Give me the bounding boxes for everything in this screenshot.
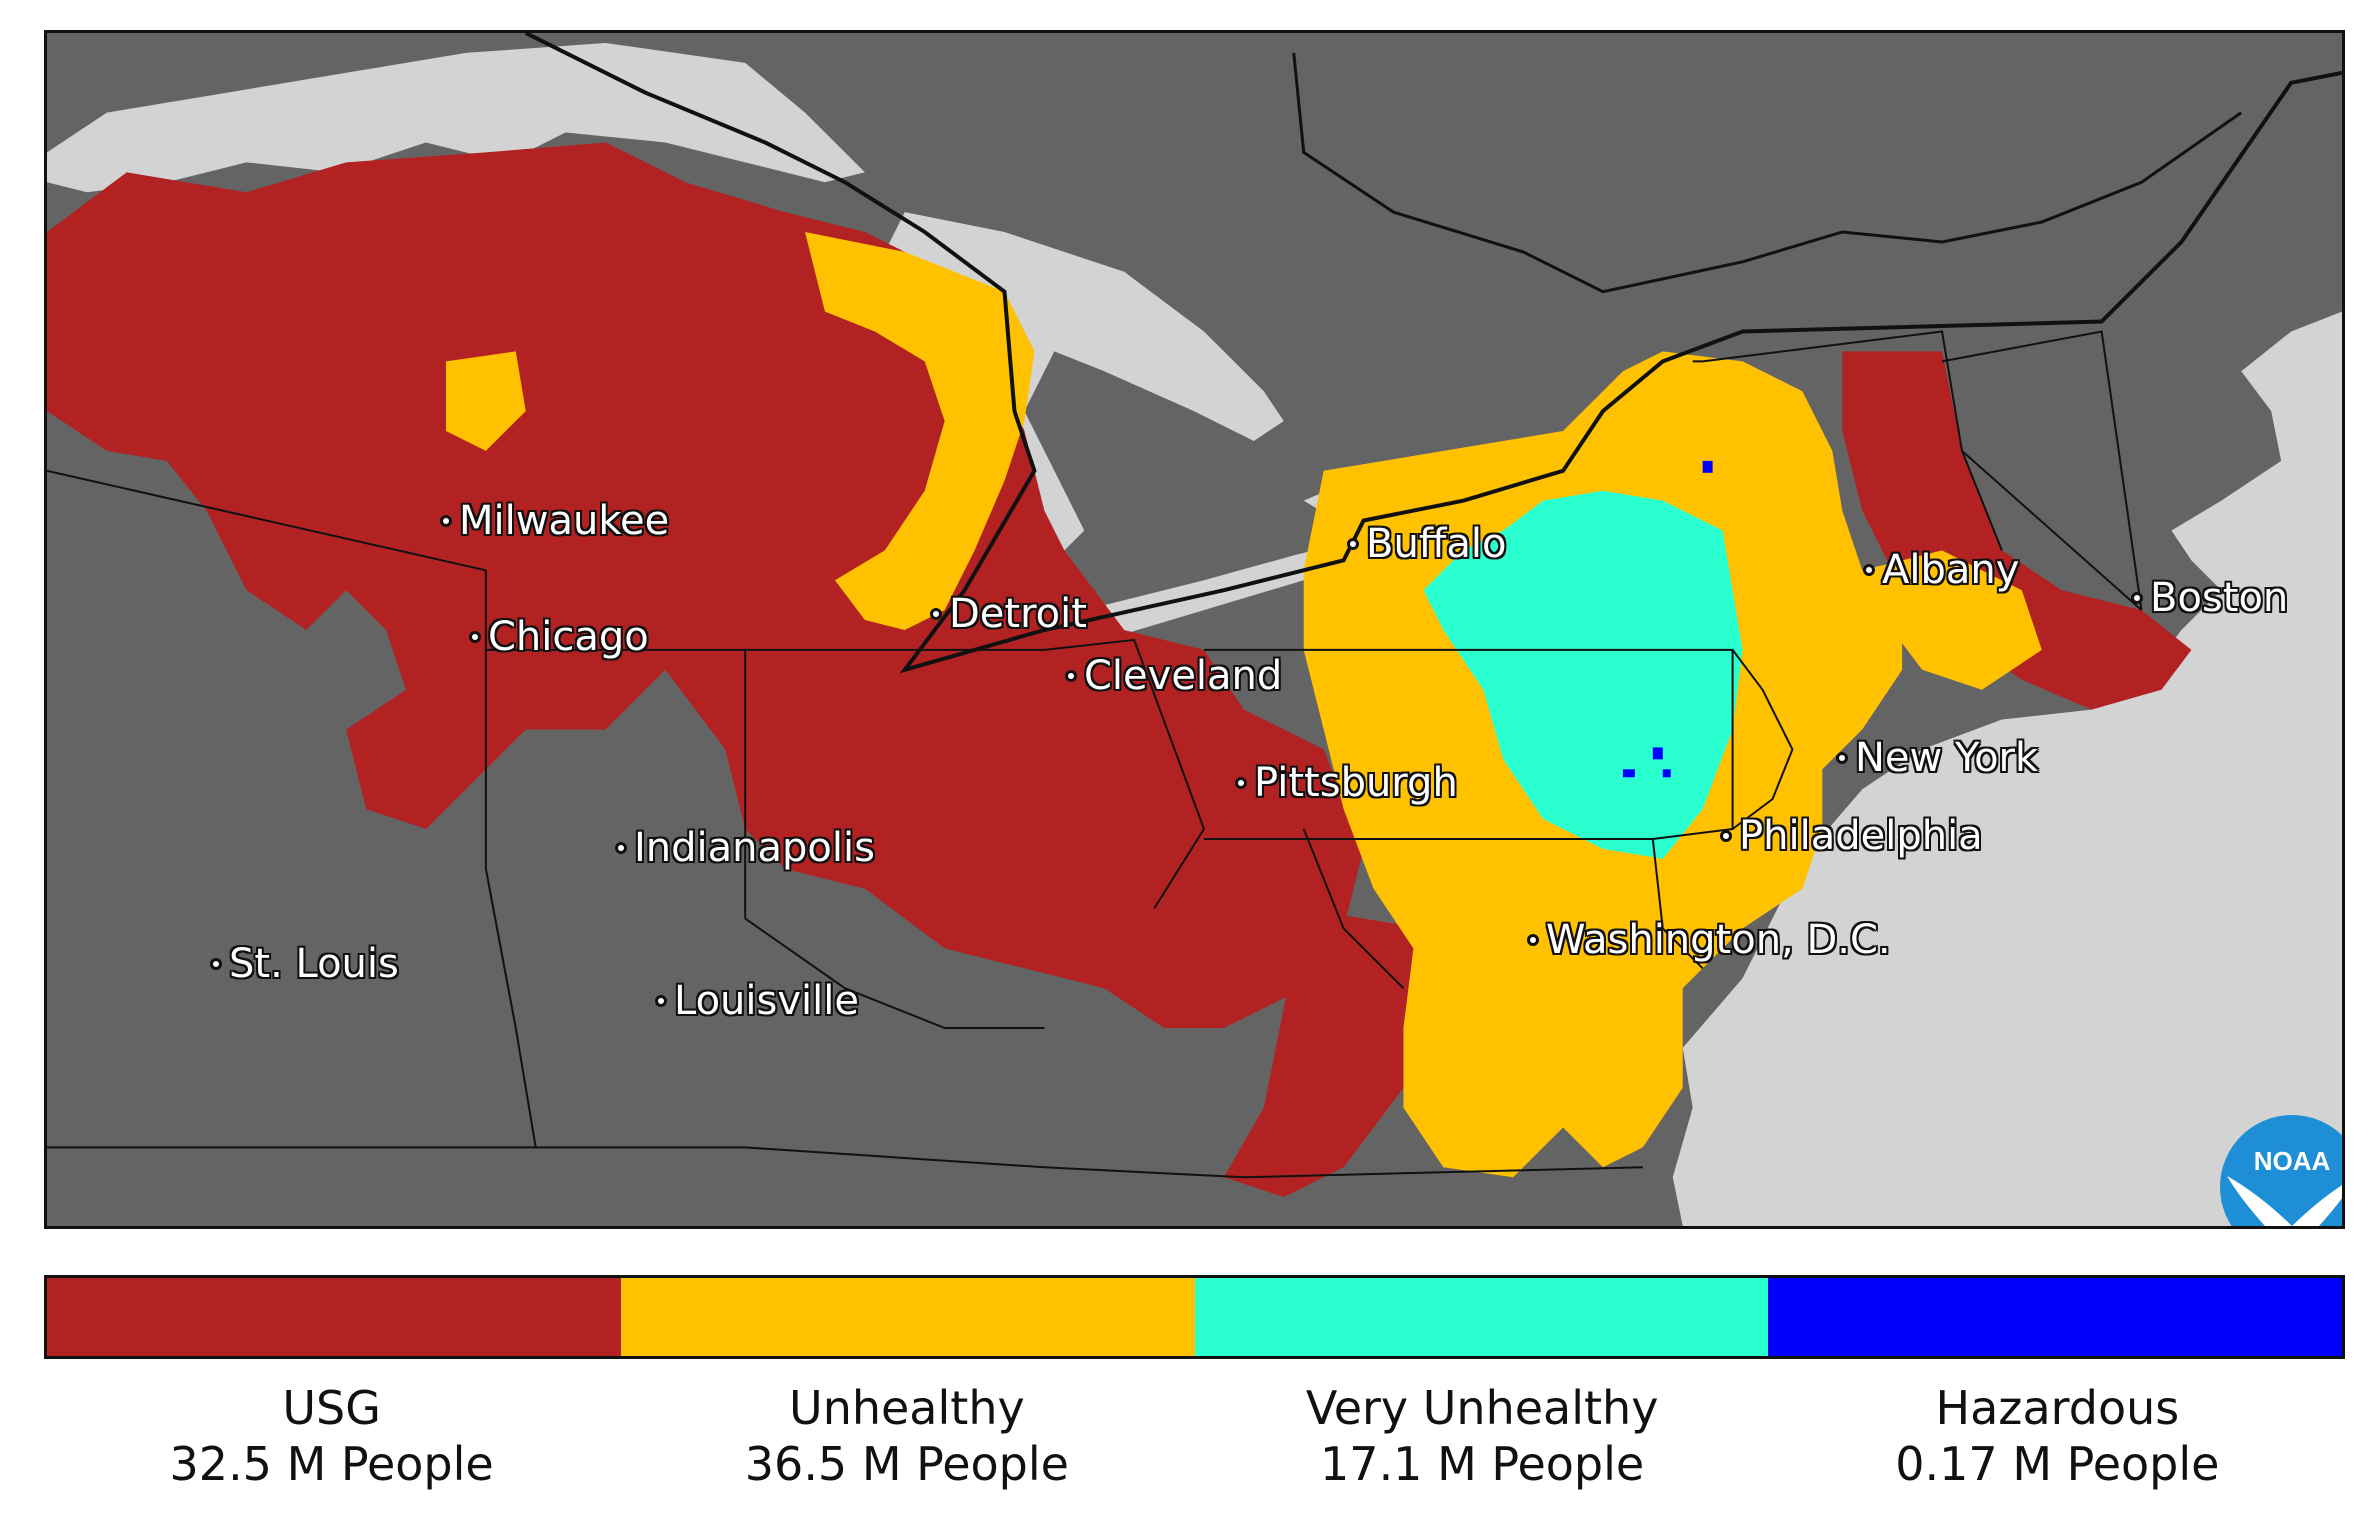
- city-dot: [1863, 564, 1875, 576]
- us-canada-border: [524, 33, 2342, 674]
- usg-smoke-area: [47, 142, 1364, 1028]
- city-buffalo: Buffalo: [1347, 521, 1506, 567]
- lake-superior: [47, 42, 865, 193]
- canada-province-border: [1292, 52, 2243, 294]
- city-dot: [1836, 752, 1848, 764]
- city-dot: [615, 842, 627, 854]
- city-dot: [210, 958, 222, 970]
- legend-colorbar: [44, 1275, 2345, 1359]
- legend-population: 36.5 M People: [744, 1437, 1069, 1491]
- city-label: Albany: [1882, 547, 2020, 593]
- swatch-unhealthy: [620, 1278, 1195, 1356]
- legend-population: 32.5 M People: [169, 1437, 494, 1491]
- city-dot: [1065, 670, 1077, 682]
- city-label: Philadelphia: [1739, 813, 1983, 859]
- hazardous-speck-2: [1622, 769, 1635, 778]
- noaa-logo: NOAA: [2220, 1115, 2342, 1226]
- city-dot: [440, 515, 452, 527]
- unhealthy-smoke-area-2: [805, 231, 1035, 630]
- legend-item-unhealthy: Unhealthy 36.5 M People: [619, 1380, 1194, 1492]
- city-milwaukee: Milwaukee: [440, 498, 669, 544]
- city-indianapolis: Indianapolis: [615, 825, 875, 871]
- legend-item-usg: USG 32.5 M People: [44, 1380, 619, 1492]
- city-label: Pittsburgh: [1254, 760, 1458, 806]
- city-label: St. Louis: [229, 941, 399, 987]
- city-label: Milwaukee: [459, 498, 670, 544]
- unhealthy-smoke-area-3: [445, 351, 526, 451]
- legend-category: USG: [282, 1381, 381, 1435]
- city-dot: [930, 608, 942, 620]
- city-dot: [1347, 538, 1359, 550]
- state-borders: [47, 330, 2143, 1179]
- city-label: Chicago: [488, 614, 649, 660]
- city-detroit: Detroit: [930, 591, 1087, 637]
- city-chicago: Chicago: [469, 614, 649, 660]
- noaa-logo-gull: [2227, 1176, 2342, 1226]
- city-new-york: New York: [1836, 735, 2038, 781]
- swatch-usg: [47, 1278, 621, 1356]
- legend-population: 17.1 M People: [1320, 1437, 1645, 1491]
- swatch-very-unhealthy: [1194, 1278, 1769, 1356]
- legend-item-very-unhealthy: Very Unhealthy 17.1 M People: [1195, 1380, 1770, 1492]
- hazardous-speck-4: [1702, 460, 1713, 473]
- legend-item-hazardous: Hazardous 0.17 M People: [1770, 1380, 2345, 1492]
- noaa-logo-text: NOAA: [2254, 1146, 2331, 1176]
- usg-smoke-area-3: [1842, 351, 2192, 710]
- legend-category: Very Unhealthy: [1305, 1381, 1659, 1435]
- legend-labels: USG 32.5 M People Unhealthy 36.5 M Peopl…: [44, 1380, 2345, 1492]
- city-dot: [1527, 934, 1539, 946]
- city-dot: [655, 995, 667, 1007]
- unhealthy-smoke-area-4: [1862, 550, 2042, 690]
- city-albany: Albany: [1863, 547, 2019, 593]
- city-louisville: Louisville: [655, 978, 859, 1024]
- city-label: Indianapolis: [634, 825, 875, 871]
- legend-category: Unhealthy: [789, 1381, 1025, 1435]
- air-quality-map: Milwaukee Chicago Detroit Buffalo Clevel…: [44, 30, 2345, 1229]
- hazardous-speck-3: [1662, 769, 1671, 778]
- city-dot: [469, 631, 481, 643]
- map-canvas: [47, 33, 2342, 1226]
- city-label: Cleveland: [1084, 653, 1283, 699]
- hazardous-speck-1: [1652, 747, 1663, 760]
- city-st-louis: St. Louis: [210, 941, 399, 987]
- city-philadelphia: Philadelphia: [1720, 813, 1983, 859]
- city-boston: Boston: [2131, 575, 2288, 621]
- city-label: New York: [1855, 735, 2039, 781]
- very-unhealthy-smoke-area: [1423, 490, 1743, 859]
- city-dot: [1720, 830, 1732, 842]
- legend-category: Hazardous: [1935, 1381, 2180, 1435]
- atlantic-ocean: [1672, 311, 2342, 1226]
- city-washington-dc: Washington, D.C.: [1527, 917, 1891, 963]
- city-dot: [2131, 592, 2143, 604]
- swatch-hazardous: [1768, 1278, 2342, 1356]
- city-dot: [1235, 777, 1247, 789]
- legend-population: 0.17 M People: [1895, 1437, 2220, 1491]
- city-label: Washington, D.C.: [1546, 917, 1891, 963]
- city-label: Detroit: [949, 591, 1087, 637]
- usg-smoke-area-2: [1223, 908, 1444, 1198]
- city-label: Boston: [2150, 575, 2289, 621]
- city-cleveland: Cleveland: [1065, 653, 1282, 699]
- city-pittsburgh: Pittsburgh: [1235, 760, 1458, 806]
- city-label: Buffalo: [1366, 521, 1507, 567]
- city-label: Louisville: [674, 978, 859, 1024]
